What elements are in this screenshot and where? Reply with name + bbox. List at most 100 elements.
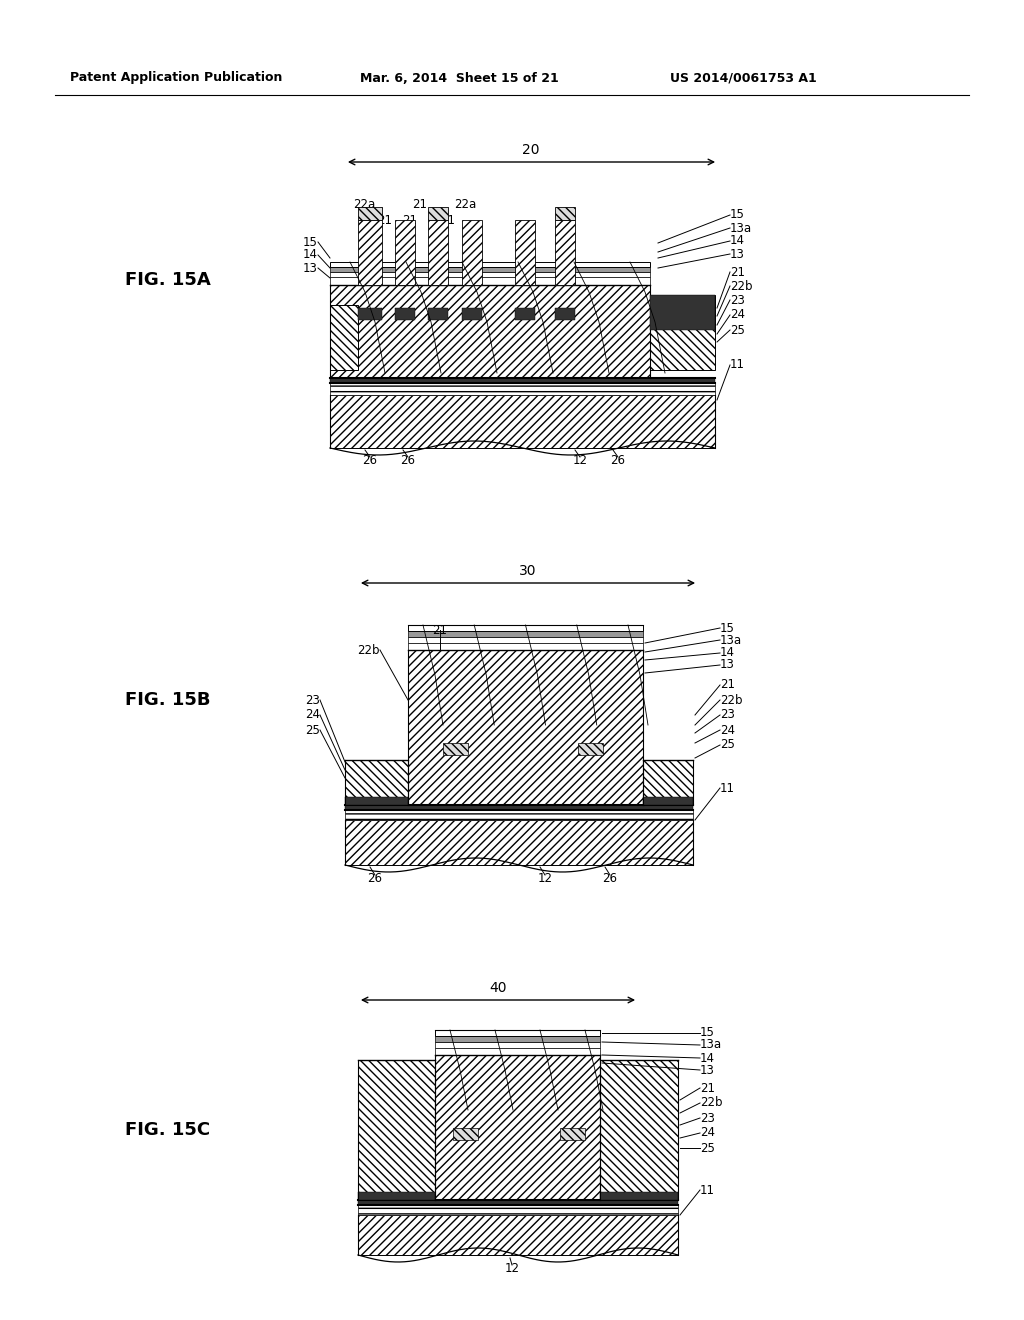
Bar bbox=[395, 308, 415, 319]
Bar bbox=[358, 1200, 678, 1205]
Text: 25: 25 bbox=[720, 738, 735, 751]
Text: 15: 15 bbox=[700, 1027, 715, 1040]
Text: 24: 24 bbox=[305, 709, 319, 722]
Text: 26: 26 bbox=[368, 871, 383, 884]
Text: 23: 23 bbox=[720, 709, 735, 722]
Bar bbox=[345, 810, 693, 820]
Bar bbox=[650, 294, 715, 370]
Bar bbox=[515, 308, 535, 319]
Bar bbox=[515, 220, 535, 285]
Bar bbox=[408, 638, 643, 643]
Bar bbox=[345, 805, 693, 810]
Bar bbox=[330, 272, 650, 277]
Bar bbox=[462, 308, 482, 319]
Text: 14: 14 bbox=[730, 235, 745, 248]
Bar bbox=[408, 624, 643, 631]
Text: Mar. 6, 2014  Sheet 15 of 21: Mar. 6, 2014 Sheet 15 of 21 bbox=[360, 71, 559, 84]
Bar bbox=[330, 305, 358, 370]
Text: 13: 13 bbox=[720, 659, 735, 672]
Text: 12: 12 bbox=[572, 454, 588, 466]
Text: 26: 26 bbox=[400, 454, 416, 466]
Text: 11: 11 bbox=[720, 781, 735, 795]
Bar bbox=[358, 220, 382, 285]
Bar bbox=[330, 378, 715, 383]
Text: 40: 40 bbox=[489, 981, 507, 995]
Text: 26: 26 bbox=[362, 454, 378, 466]
Text: 24: 24 bbox=[700, 1126, 715, 1139]
Bar bbox=[358, 1214, 678, 1255]
Text: 22b: 22b bbox=[357, 644, 380, 656]
Bar bbox=[395, 220, 415, 285]
Text: 23: 23 bbox=[700, 1111, 715, 1125]
Bar bbox=[428, 220, 449, 285]
Bar bbox=[435, 1041, 600, 1048]
Bar bbox=[428, 207, 449, 220]
Bar bbox=[358, 1192, 435, 1200]
Text: 20: 20 bbox=[522, 143, 540, 157]
Bar bbox=[643, 760, 693, 805]
Bar bbox=[560, 1129, 585, 1140]
Text: 21: 21 bbox=[720, 678, 735, 692]
Bar bbox=[408, 631, 643, 638]
Text: 12: 12 bbox=[538, 871, 553, 884]
Text: 24: 24 bbox=[720, 723, 735, 737]
Bar bbox=[555, 308, 575, 319]
Bar bbox=[462, 220, 482, 285]
Bar bbox=[435, 1036, 600, 1041]
Text: FIG. 15B: FIG. 15B bbox=[125, 690, 211, 709]
Text: 15: 15 bbox=[720, 622, 735, 635]
Text: 13: 13 bbox=[700, 1064, 715, 1077]
Text: FIG. 15C: FIG. 15C bbox=[125, 1121, 211, 1139]
Text: 21: 21 bbox=[378, 214, 392, 227]
Bar bbox=[555, 207, 575, 220]
Text: 13a: 13a bbox=[720, 634, 742, 647]
Bar bbox=[555, 220, 575, 285]
Bar bbox=[330, 261, 650, 267]
Text: 22a: 22a bbox=[353, 198, 375, 211]
Text: 12: 12 bbox=[505, 1262, 519, 1275]
Text: 21: 21 bbox=[440, 214, 456, 227]
Bar bbox=[600, 1060, 678, 1200]
Bar bbox=[435, 1055, 600, 1200]
Text: 14: 14 bbox=[303, 248, 318, 261]
Text: 13: 13 bbox=[730, 248, 744, 260]
Text: 24: 24 bbox=[730, 309, 745, 322]
Text: 13a: 13a bbox=[700, 1039, 722, 1052]
Text: FIG. 15A: FIG. 15A bbox=[125, 271, 211, 289]
Bar bbox=[330, 285, 650, 378]
Text: 22a: 22a bbox=[454, 198, 476, 211]
Bar bbox=[600, 1192, 678, 1200]
Text: 21: 21 bbox=[413, 198, 427, 211]
Bar bbox=[358, 308, 382, 319]
Text: 23: 23 bbox=[305, 693, 319, 706]
Bar bbox=[435, 1030, 600, 1036]
Text: 13: 13 bbox=[303, 261, 318, 275]
Text: 21: 21 bbox=[730, 265, 745, 279]
Bar bbox=[408, 643, 643, 649]
Text: US 2014/0061753 A1: US 2014/0061753 A1 bbox=[670, 71, 817, 84]
Text: 26: 26 bbox=[602, 871, 617, 884]
Bar bbox=[578, 743, 603, 755]
Text: 14: 14 bbox=[700, 1052, 715, 1064]
Text: 22b: 22b bbox=[730, 280, 753, 293]
Bar bbox=[330, 267, 650, 272]
Bar bbox=[358, 1205, 678, 1214]
Text: 21: 21 bbox=[432, 623, 447, 636]
Text: 15: 15 bbox=[730, 209, 744, 222]
Text: 21: 21 bbox=[700, 1081, 715, 1094]
Text: 22b: 22b bbox=[700, 1097, 723, 1110]
Text: 13a: 13a bbox=[730, 222, 752, 235]
Bar bbox=[345, 760, 408, 805]
Text: 25: 25 bbox=[305, 723, 319, 737]
Text: 21: 21 bbox=[402, 214, 418, 227]
Bar bbox=[345, 820, 693, 865]
Text: 26: 26 bbox=[610, 454, 626, 466]
Text: Patent Application Publication: Patent Application Publication bbox=[70, 71, 283, 84]
Bar bbox=[650, 294, 715, 330]
Bar bbox=[330, 383, 715, 395]
Bar bbox=[330, 277, 650, 285]
Text: 25: 25 bbox=[730, 323, 744, 337]
Text: 15: 15 bbox=[303, 235, 318, 248]
Text: 22b: 22b bbox=[720, 693, 742, 706]
Bar bbox=[330, 395, 715, 447]
